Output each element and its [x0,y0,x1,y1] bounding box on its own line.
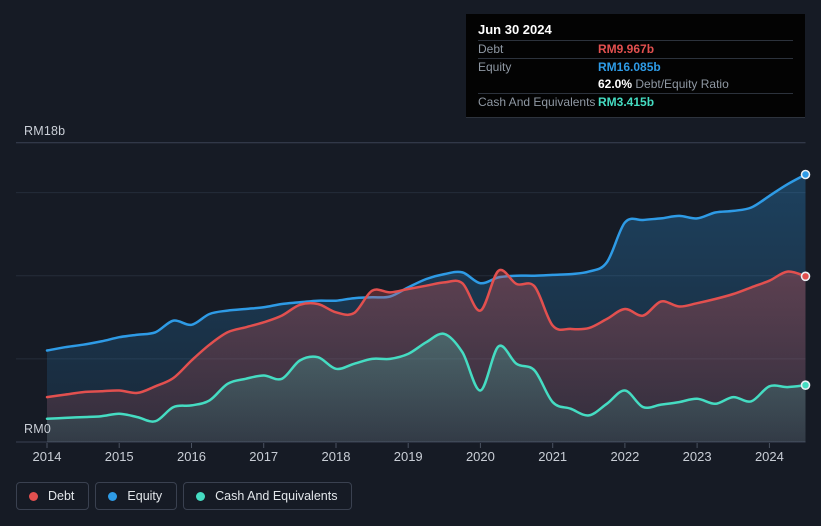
x-tick-label-2018: 2018 [322,449,351,464]
x-tick-label-2024: 2024 [755,449,784,464]
cash-and-equivalents-line [45,332,807,423]
tooltip-date: Jun 30 2024 [478,22,552,37]
tooltip-ratio: 62.0% Debt/Equity Ratio [598,76,729,93]
cash-and-equivalents-area [47,333,806,442]
x-tick-label-2014: 2014 [33,449,62,464]
legend-item-debt[interactable]: Debt [16,482,90,510]
x-tick-label-2017: 2017 [249,449,278,464]
x-tick-label-2015: 2015 [105,449,134,464]
x-tick-label-2019: 2019 [394,449,423,464]
cash-and-equivalents-end-marker [800,380,811,391]
tooltip-equity-value: RM16.085b [598,60,661,74]
tooltip-debt-row: Debt RM9.967b [478,40,793,58]
y-axis-label-zero: RM0 [24,422,51,436]
x-tick-label-2016: 2016 [177,449,206,464]
tooltip-debt-label: Debt [478,42,504,56]
tooltip-cash-label: Cash And Equivalents [478,95,596,109]
tooltip-equity-row: Equity RM16.085b [478,58,793,76]
legend-item-equity[interactable]: Equity [95,482,178,510]
equity-line [45,173,807,352]
tooltip-ratio-row: 62.0% Debt/Equity Ratio [478,76,793,93]
debt-end-marker [800,271,811,282]
legend-equity-label: Equity [127,489,163,503]
tooltip-ratio-value: 62.0% [598,77,633,91]
x-tick-label-2021: 2021 [538,449,567,464]
tooltip-equity-label: Equity [478,60,512,74]
y-axis-label-max: RM18b [24,124,66,138]
cash-series-dot-icon [196,491,206,501]
chart-tooltip: Jun 30 2024 Debt RM9.967b Equity RM16.08… [466,14,805,118]
tooltip-debt-value: RM9.967b [598,42,655,56]
tooltip-cash-value: RM3.415b [598,95,655,109]
equity-series-dot-icon [108,491,118,501]
x-tick-label-2020: 2020 [466,449,495,464]
debt-line [45,268,807,399]
legend-debt-label: Debt [48,489,75,503]
tooltip-cash-row: Cash And Equivalents RM3.415b [478,93,793,111]
equity-end-marker [800,169,811,180]
chart-legend: Debt Equity Cash And Equivalents [16,482,353,510]
x-tick-label-2022: 2022 [610,449,639,464]
debt-series-dot-icon [29,491,38,501]
tooltip-ratio-label: Debt/Equity Ratio [635,77,729,91]
x-tick-label-2023: 2023 [683,449,712,464]
legend-item-cash[interactable]: Cash And Equivalents [183,482,353,510]
legend-cash-label: Cash And Equivalents [215,489,338,503]
